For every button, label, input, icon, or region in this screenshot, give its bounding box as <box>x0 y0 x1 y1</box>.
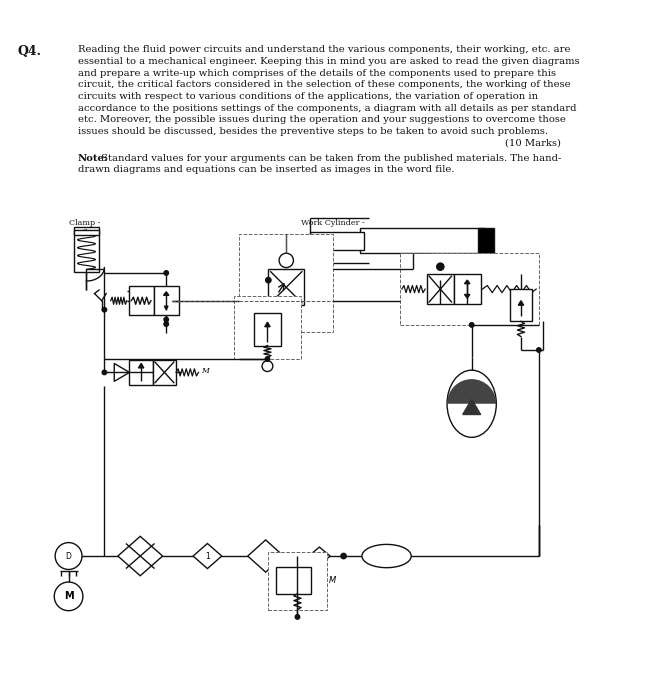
Circle shape <box>469 323 474 327</box>
Text: 1: 1 <box>205 552 210 561</box>
Circle shape <box>279 253 293 267</box>
Bar <box>129 286 153 315</box>
Polygon shape <box>248 540 283 572</box>
Text: Note:: Note: <box>77 154 108 162</box>
Polygon shape <box>465 280 470 284</box>
Bar <box>359 228 485 253</box>
Ellipse shape <box>447 370 497 438</box>
Ellipse shape <box>362 545 411 568</box>
Text: Reading the fluid power circuits and understand the various components, their wo: Reading the fluid power circuits and und… <box>77 46 570 55</box>
Circle shape <box>341 553 346 559</box>
Bar <box>153 286 179 315</box>
Text: circuit, the critical factors considered in the selection of these components, t: circuit, the critical factors considered… <box>77 80 570 90</box>
Bar <box>268 270 304 305</box>
Circle shape <box>265 357 270 361</box>
Text: and prepare a write-up which comprises of the details of the components used to : and prepare a write-up which comprises o… <box>77 69 556 78</box>
Text: Work Cylinder -: Work Cylinder - <box>302 219 365 228</box>
Bar <box>478 228 494 253</box>
Bar <box>427 274 454 304</box>
Bar <box>400 253 539 325</box>
Circle shape <box>266 277 271 283</box>
Bar <box>510 289 532 321</box>
Bar <box>268 552 326 610</box>
Circle shape <box>164 271 168 275</box>
Text: essential to a mechanical engineer. Keeping this in mind you are asked to read t: essential to a mechanical engineer. Keep… <box>77 57 579 66</box>
Text: drawn diagrams and equations can be inserted as images in the word file.: drawn diagrams and equations can be inse… <box>77 165 454 174</box>
Bar <box>74 230 99 235</box>
Polygon shape <box>114 363 129 382</box>
Polygon shape <box>465 295 470 298</box>
Polygon shape <box>164 306 168 309</box>
Circle shape <box>437 263 444 270</box>
Text: M: M <box>64 592 73 601</box>
Text: Q4.: Q4. <box>18 46 42 58</box>
Bar <box>454 274 480 304</box>
Circle shape <box>54 582 83 610</box>
Circle shape <box>102 370 107 374</box>
Circle shape <box>537 348 541 352</box>
Bar <box>276 567 311 594</box>
Text: D: D <box>66 552 72 561</box>
Polygon shape <box>118 536 162 575</box>
Text: M: M <box>201 367 209 374</box>
Circle shape <box>164 322 168 326</box>
Circle shape <box>437 264 443 270</box>
Polygon shape <box>164 292 169 295</box>
Polygon shape <box>463 399 480 414</box>
Circle shape <box>262 360 273 372</box>
Text: accordance to the positions settings of the components, a diagram with all detai: accordance to the positions settings of … <box>77 104 576 113</box>
Text: circuits with respect to various conditions of the applications, the variation o: circuits with respect to various conditi… <box>77 92 538 101</box>
Text: (10 Marks): (10 Marks) <box>505 139 561 148</box>
Polygon shape <box>309 547 330 565</box>
Bar <box>254 314 281 346</box>
Bar <box>239 234 333 332</box>
Text: Clamp -: Clamp - <box>68 219 100 228</box>
Polygon shape <box>518 301 524 305</box>
Bar <box>74 228 99 272</box>
Bar <box>311 232 364 250</box>
Polygon shape <box>138 363 144 368</box>
Wedge shape <box>447 379 497 404</box>
Polygon shape <box>265 322 270 327</box>
Circle shape <box>55 542 82 570</box>
Text: Standard values for your arguments can be taken from the published materials. Th: Standard values for your arguments can b… <box>98 154 562 162</box>
Polygon shape <box>193 543 222 568</box>
Text: etc. Moreover, the possible issues during the operation and your suggestions to : etc. Moreover, the possible issues durin… <box>77 116 566 125</box>
Circle shape <box>102 307 107 312</box>
Bar <box>129 360 153 385</box>
Bar <box>234 296 302 359</box>
Text: issues should be discussed, besides the preventive steps to be taken to avoid su: issues should be discussed, besides the … <box>77 127 547 136</box>
Circle shape <box>164 317 168 322</box>
Circle shape <box>295 615 300 620</box>
Bar <box>153 360 176 385</box>
Text: M: M <box>328 575 335 584</box>
